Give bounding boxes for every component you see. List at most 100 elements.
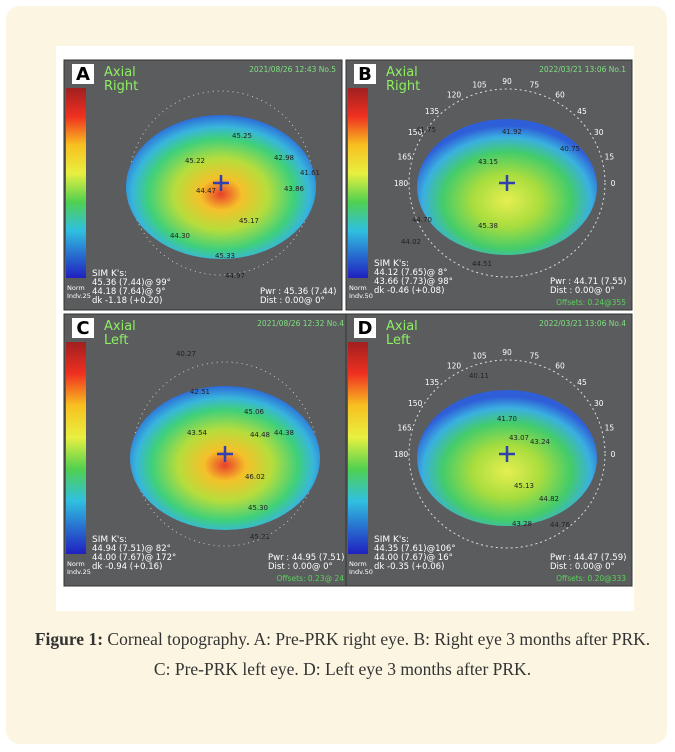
norm: Norm <box>67 284 85 292</box>
caption-text: Corneal topography. A: Pre-PRK right eye… <box>103 629 650 679</box>
dist: Dist : 0.00@ 0° <box>550 562 615 572</box>
angle-label: 45 <box>577 378 587 387</box>
map-value: 43.28 <box>512 520 532 528</box>
map-value: 40.11 <box>469 372 489 380</box>
color-scale <box>348 88 368 278</box>
map-value: 46.02 <box>245 473 265 481</box>
map-value: 45.17 <box>239 217 259 225</box>
color-scale <box>66 342 86 554</box>
angle-label: 150 <box>408 399 423 408</box>
map-value: 43.15 <box>478 158 498 166</box>
angle-label: 60 <box>555 362 565 371</box>
sim-k: dk -0.94 (+0.16) <box>92 562 162 572</box>
map-value: 45.13 <box>514 482 534 490</box>
map-value: 44.76 <box>550 521 571 529</box>
map-value: 43.86 <box>284 185 305 193</box>
map-value: 43.07 <box>509 434 529 442</box>
map-value: 45.30 <box>248 504 268 512</box>
angle-label: 165 <box>397 153 412 162</box>
color-scale <box>66 88 86 278</box>
angle-label: 120 <box>447 362 462 371</box>
norm: Indv.25 <box>67 292 91 300</box>
map-value: 41.92 <box>502 128 522 136</box>
norm: Norm <box>349 560 367 568</box>
sim-k: dk -0.46 (+0.08) <box>374 286 444 296</box>
angle-label: 0 <box>611 179 616 188</box>
panel-letter: C <box>76 318 89 339</box>
angle-label: 135 <box>425 378 440 387</box>
angle-label: 105 <box>472 351 487 360</box>
map-eye: Right <box>386 79 420 94</box>
map-value: 44.38 <box>274 429 294 437</box>
map-value: 45.21 <box>250 533 270 541</box>
norm: Indv.25 <box>67 568 91 576</box>
norm: Indv.50 <box>349 292 373 300</box>
dist: Dist : 0.00@ 0° <box>260 296 325 306</box>
figure: AAxialRight2021/08/26 12:43 No.545.2545.… <box>56 46 634 611</box>
angle-label: 135 <box>425 107 440 116</box>
map-value: 45.22 <box>185 157 205 165</box>
map-title: Axial <box>386 319 418 334</box>
offsets: Offsets: 0.20@333 <box>556 574 626 583</box>
map-value: 43.24 <box>530 438 551 446</box>
angle-label: 45 <box>577 107 587 116</box>
map-value: 41.75 <box>416 126 436 134</box>
caption-label: Figure 1: <box>35 629 103 649</box>
caption: Figure 1: Corneal topography. A: Pre-PRK… <box>26 624 659 684</box>
stamp: 2022/03/21 13:06 No.1 <box>539 65 626 74</box>
map-value: 44.30 <box>170 232 190 240</box>
angle-label: 105 <box>472 80 487 89</box>
panel-letter: B <box>358 64 372 85</box>
angle-label: 180 <box>394 179 409 188</box>
norm: Indv.50 <box>349 568 373 576</box>
map-value: 44.51 <box>472 260 492 268</box>
map-value: 40.27 <box>176 350 196 358</box>
map-value: 40.75 <box>560 145 580 153</box>
map-value: 42.98 <box>274 154 294 162</box>
map-eye: Left <box>386 333 410 348</box>
stamp: 2022/03/21 13:06 No.4 <box>539 319 626 328</box>
angle-label: 15 <box>605 153 615 162</box>
angle-label: 30 <box>594 128 604 137</box>
map-value: 44.47 <box>196 187 216 195</box>
angle-label: 30 <box>594 399 604 408</box>
map-value: 44.97 <box>225 272 245 280</box>
map-title: Axial <box>386 65 418 80</box>
norm: Norm <box>67 560 85 568</box>
angle-label: 75 <box>530 80 540 89</box>
norm: Norm <box>349 284 367 292</box>
angle-label: 120 <box>447 91 462 100</box>
angle-label: 165 <box>397 424 412 433</box>
map-value: 45.38 <box>478 222 498 230</box>
angle-label: 90 <box>502 77 512 86</box>
map-value: 42.51 <box>190 388 210 396</box>
map-value: 45.33 <box>215 252 235 260</box>
map-title: Axial <box>104 65 136 80</box>
color-scale <box>348 342 368 554</box>
map-value: 41.70 <box>497 415 517 423</box>
map-value: 44.48 <box>250 431 270 439</box>
panel-letter: A <box>76 64 90 85</box>
map-title: Axial <box>104 319 136 334</box>
angle-label: 60 <box>555 91 565 100</box>
dist: Dist : 0.00@ 0° <box>550 286 615 296</box>
offsets: Offsets: 0.24@355 <box>556 298 626 307</box>
map-value: 43.54 <box>187 429 208 437</box>
map-value: 41.61 <box>300 169 320 177</box>
map-value: 45.06 <box>244 408 265 416</box>
sim-k: dk -1.18 (+0.20) <box>92 296 162 306</box>
dist: Dist : 0.00@ 0° <box>268 562 333 572</box>
map-value: 44.70 <box>412 216 432 224</box>
angle-label: 0 <box>611 450 616 459</box>
angle-label: 90 <box>502 348 512 357</box>
sim-k: dk -0.35 (+0.06) <box>374 562 444 572</box>
map-value: 44.02 <box>401 238 421 246</box>
map-value: 45.25 <box>232 132 252 140</box>
map-eye: Right <box>104 79 138 94</box>
offsets: Offsets: 0.23@ 24 <box>277 574 345 583</box>
angle-label: 15 <box>605 424 615 433</box>
